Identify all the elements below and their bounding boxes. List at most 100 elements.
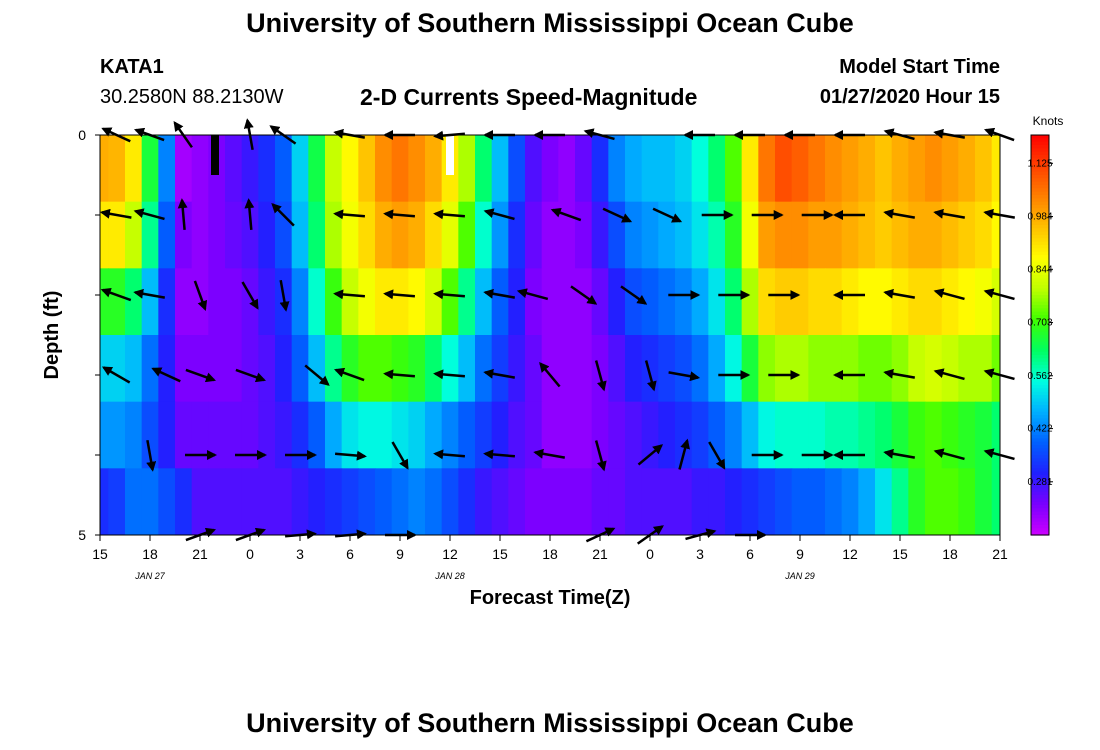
- heat-cell: [808, 468, 826, 535]
- heat-cell: [391, 468, 409, 535]
- colorbar-segment: [1031, 318, 1049, 323]
- heat-cell: [341, 201, 359, 269]
- colorbar-segment: [1031, 271, 1049, 276]
- heat-cell: [425, 468, 443, 535]
- colorbar-segment: [1031, 201, 1049, 206]
- heat-cell: [191, 468, 209, 535]
- heat-cell: [375, 135, 393, 203]
- heat-cell: [558, 135, 576, 203]
- colorbar-segment: [1031, 488, 1049, 493]
- colorbar-segment: [1031, 301, 1049, 306]
- colorbar-tick-label: 0.844: [1027, 264, 1052, 275]
- heat-cell: [858, 335, 876, 403]
- current-arrow: [933, 448, 965, 461]
- heat-cell: [291, 268, 309, 336]
- heat-cell: [358, 201, 376, 269]
- x-tick-label: 15: [92, 546, 108, 562]
- colorbar-segment: [1031, 521, 1049, 526]
- heat-cell: [141, 401, 159, 469]
- heat-cell: [541, 335, 559, 403]
- heat-cell: [375, 268, 393, 336]
- heat-cell: [325, 401, 343, 469]
- heat-cell: [691, 401, 709, 469]
- heat-cell: [191, 268, 209, 336]
- heat-cell: [358, 401, 376, 469]
- colorbar-segment: [1031, 375, 1049, 379]
- heat-cell: [975, 468, 993, 535]
- colorbar-segment: [1031, 515, 1049, 519]
- current-arrow: [433, 449, 466, 460]
- colorbar-segment: [1031, 291, 1049, 296]
- heat-cell: [591, 401, 609, 469]
- current-arrow: [883, 368, 916, 379]
- colorbar-segment: [1031, 175, 1049, 179]
- current-arrow: [334, 450, 367, 461]
- heat-cell: [158, 468, 176, 535]
- heat-cell: [108, 468, 126, 535]
- current-arrow: [594, 440, 607, 472]
- colorbar-segment: [1031, 385, 1049, 389]
- heat-cell: [241, 201, 259, 269]
- current-arrow: [708, 441, 726, 470]
- colorbar-segment: [1031, 471, 1049, 476]
- heat-cell: [641, 135, 659, 203]
- heat-cell: [741, 135, 759, 203]
- heat-cell: [258, 135, 276, 203]
- heat-cell: [908, 468, 926, 535]
- heat-cell: [658, 135, 676, 203]
- heat-cell: [141, 268, 159, 336]
- heat-cell: [475, 401, 493, 469]
- heat-cell: [891, 468, 909, 535]
- heat-cell: [525, 268, 543, 336]
- missing-data-marker: [211, 135, 219, 175]
- heat-cell: [891, 201, 909, 269]
- heat-cell: [175, 401, 193, 469]
- heat-cell: [608, 135, 626, 203]
- current-arrow: [333, 209, 366, 220]
- heat-cell: [275, 335, 293, 403]
- colorbar-segment: [1031, 405, 1049, 409]
- heat-cell: [858, 135, 876, 203]
- heat-cell: [375, 201, 393, 269]
- colorbar-segment: [1031, 435, 1049, 439]
- heat-cell: [708, 401, 726, 469]
- colorbar-segment: [1031, 395, 1049, 399]
- colorbar-segment: [1031, 378, 1049, 383]
- heat-cell: [858, 468, 876, 535]
- current-arrow: [433, 369, 466, 380]
- heat-cell: [941, 268, 959, 336]
- current-arrow: [594, 360, 607, 392]
- heat-cell: [258, 468, 276, 535]
- heat-cell: [525, 468, 543, 535]
- heat-cell: [908, 268, 926, 336]
- x-tick-label: 18: [542, 546, 558, 562]
- colorbar-segment: [1031, 345, 1049, 349]
- colorbar-segment: [1031, 528, 1049, 533]
- heat-cell: [925, 268, 943, 336]
- missing-data-marker: [446, 135, 454, 175]
- colorbar-segment: [1031, 425, 1049, 429]
- heat-cell: [991, 401, 1000, 469]
- heat-cell: [825, 468, 843, 535]
- colorbar-segment: [1031, 321, 1049, 326]
- colorbar-segment: [1031, 135, 1049, 139]
- heat-cell: [525, 335, 543, 403]
- heat-cell: [991, 335, 1000, 403]
- heat-cell: [708, 135, 726, 203]
- heat-cell: [958, 468, 976, 535]
- colorbar-segment: [1031, 451, 1049, 456]
- colorbar-segment: [1031, 285, 1049, 289]
- current-arrow: [550, 207, 582, 222]
- colorbar-segment: [1031, 418, 1049, 423]
- heat-cell: [641, 335, 659, 403]
- current-arrow: [516, 288, 549, 301]
- current-arrow: [483, 368, 516, 379]
- heat-cell: [808, 335, 826, 403]
- heat-cell: [341, 335, 359, 403]
- colorbar-segment: [1031, 298, 1049, 303]
- heat-cell: [275, 135, 293, 203]
- heat-cell: [191, 335, 209, 403]
- footer-title: University of Southern Mississippi Ocean…: [246, 708, 854, 738]
- colorbar-segment: [1031, 155, 1049, 159]
- colorbar-segment: [1031, 485, 1049, 489]
